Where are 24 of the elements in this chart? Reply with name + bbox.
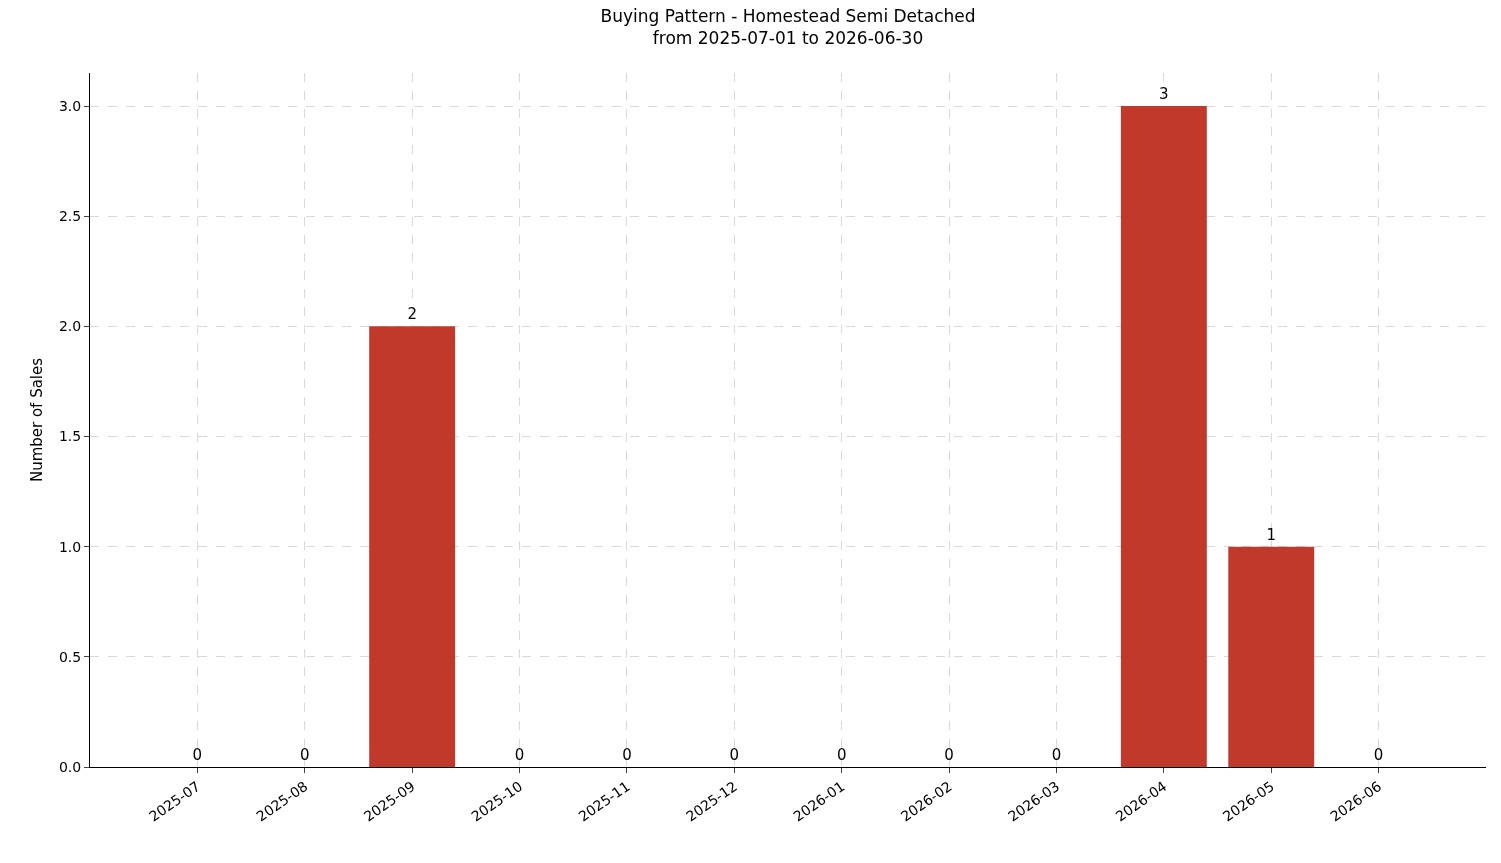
y-tick-label: 2.5	[58, 208, 82, 225]
data-label: 1	[1266, 525, 1276, 544]
y-tick-label: 1.5	[58, 428, 82, 445]
data-label: 0	[192, 746, 203, 764]
data-label: 0	[300, 746, 310, 764]
data-label: 3	[1159, 85, 1169, 104]
bar	[369, 326, 456, 767]
y-tick-label: 2.0	[58, 318, 82, 335]
data-label: 0	[514, 746, 525, 764]
data-label: 0	[836, 746, 847, 764]
bar	[1120, 106, 1207, 767]
y-tick-label: 0.5	[58, 648, 82, 665]
data-label: 0	[1373, 746, 1384, 764]
data-label: 0	[622, 746, 632, 764]
data-label: 0	[944, 746, 954, 764]
y-tick-label: 1.0	[58, 538, 82, 555]
chart-title: Buying Pattern - Homestead Semi Detached from 2025-07-01 to 2026-06-30	[600, 5, 976, 48]
data-label: 0	[729, 746, 740, 764]
data-label: 0	[1051, 746, 1062, 764]
data-label: 2	[407, 305, 417, 324]
y-tick-label: 0.0	[58, 758, 82, 775]
y-tick-label: 3.0	[58, 97, 82, 114]
y-axis-title: Number of Sales	[28, 357, 47, 483]
bar	[1228, 546, 1315, 767]
